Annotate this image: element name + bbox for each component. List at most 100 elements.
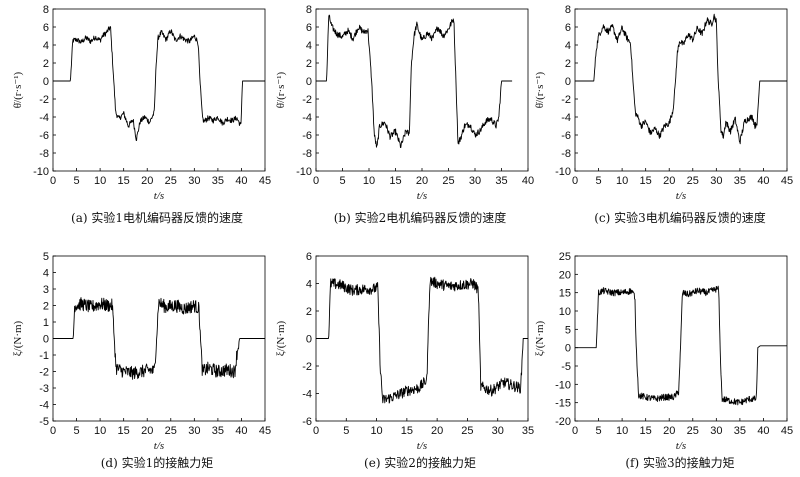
x-tick-label: 0 — [572, 425, 578, 437]
y-tick-label: -10 — [33, 166, 49, 178]
y-tick-label: 4 — [306, 279, 312, 291]
series-line — [52, 297, 266, 380]
chart-caption: (b) 实验2电机编码器反馈的速度 — [334, 210, 507, 225]
y-tick-label: -5 — [39, 416, 49, 428]
y-tick-label: 2 — [43, 58, 49, 70]
series-line — [574, 13, 788, 145]
x-tick-label: 20 — [416, 175, 428, 187]
x-tick-label: 35 — [212, 425, 224, 437]
y-tick-label: 25 — [559, 251, 571, 263]
x-tick-label: 25 — [687, 425, 699, 437]
x-axis-label: t/s — [154, 190, 164, 202]
chart-panel-1: 0 5 10 15 20 25 30 35 40 45 -10 -8 -6 -4 -2 0 2 4 6 8 t/s θ̇/… — [12, 4, 271, 225]
x-tick-label: 20 — [663, 175, 675, 187]
chart-panel-6: 0 5 10 15 20 25 30 35 40 45-20-15-10-50510152025t… — [534, 251, 793, 470]
y-axis-label: ξ/(N·m) — [534, 320, 546, 356]
x-tick-label: 10 — [370, 425, 382, 437]
x-tick-label: 30 — [710, 175, 722, 187]
chart-caption: (d) 实验1的接触力矩 — [101, 455, 214, 470]
y-tick-label: -4 — [302, 112, 312, 124]
x-axis-label: t/s — [676, 440, 686, 452]
y-tick-label: -3 — [39, 383, 49, 395]
y-axis-label: θ̇/(r·s⁻¹) — [12, 71, 24, 108]
x-tick-label: 35 — [522, 425, 534, 437]
x-tick-label: 45 — [259, 425, 271, 437]
x-tick-label: 15 — [640, 425, 652, 437]
y-tick-label: 0 — [306, 76, 312, 88]
y-tick-label: -10 — [555, 379, 571, 391]
y-tick-label: 6 — [306, 22, 312, 34]
y-axis-label: ξ/(N·m) — [12, 320, 24, 356]
y-tick-label: -2 — [561, 94, 571, 106]
y-tick-label: 15 — [559, 288, 571, 300]
plot-frame — [315, 255, 529, 422]
y-tick-label: 6 — [43, 22, 49, 34]
plot-frame — [52, 8, 266, 172]
chart-caption: (a) 实验1电机编码器反馈的速度 — [71, 210, 243, 225]
series-line — [315, 14, 513, 148]
y-tick-label: 8 — [43, 4, 49, 16]
y-tick-label: -10 — [555, 166, 571, 178]
x-tick-label: 40 — [235, 175, 247, 187]
x-tick-label: 40 — [757, 175, 769, 187]
y-tick-label: -1 — [39, 350, 49, 362]
x-tick-label: 15 — [118, 425, 130, 437]
y-tick-label: -2 — [39, 367, 49, 379]
plot-frame — [52, 255, 266, 422]
y-tick-label: -6 — [39, 130, 49, 142]
y-tick-label: 2 — [565, 58, 571, 70]
chart-caption: (e) 实验2的接触力矩 — [364, 455, 476, 470]
x-tick-label: 0 — [313, 175, 319, 187]
x-tick-label: 25 — [165, 175, 177, 187]
x-tick-label: 30 — [492, 425, 504, 437]
y-tick-label: -4 — [302, 389, 312, 401]
x-tick-label: 25 — [461, 425, 473, 437]
x-tick-label: 15 — [389, 175, 401, 187]
x-tick-label: 0 — [50, 425, 56, 437]
chart-panel-2: 0 5 10 15 20 25 30 35 40 -10 -8 -6 -4 -2 0 2 4 6 8 t/s θ̇/(r… — [275, 4, 534, 225]
y-tick-label: -4 — [39, 400, 49, 412]
y-tick-label: 6 — [306, 251, 312, 263]
x-tick-label: 10 — [616, 425, 628, 437]
x-tick-label: 20 — [431, 425, 443, 437]
x-tick-label: 20 — [141, 425, 153, 437]
x-tick-label: 10 — [616, 175, 628, 187]
y-tick-label: 2 — [306, 306, 312, 318]
y-tick-label: 8 — [306, 4, 312, 16]
y-tick-label: -6 — [302, 416, 312, 428]
series-line — [52, 25, 266, 141]
series-line — [574, 285, 788, 406]
x-tick-label: 10 — [94, 425, 106, 437]
x-tick-label: 0 — [572, 175, 578, 187]
y-tick-label: -6 — [302, 130, 312, 142]
x-axis-label: t/s — [154, 440, 164, 452]
y-tick-label: -6 — [561, 130, 571, 142]
x-tick-label: 40 — [235, 425, 247, 437]
x-tick-label: 15 — [401, 425, 413, 437]
chart-caption: (f) 实验3的接触力矩 — [625, 455, 734, 470]
x-tick-label: 35 — [495, 175, 507, 187]
x-tick-label: 0 — [50, 175, 56, 187]
x-axis-label: t/s — [417, 190, 427, 202]
y-tick-label: 4 — [43, 40, 49, 52]
x-tick-label: 5 — [73, 425, 79, 437]
x-tick-label: 5 — [343, 425, 349, 437]
x-tick-label: 25 — [687, 175, 699, 187]
plot-frame — [574, 255, 788, 422]
y-tick-label: -2 — [302, 361, 312, 373]
y-axis-label: θ̇/(r·s⁻¹) — [275, 71, 287, 108]
y-tick-label: -10 — [296, 166, 312, 178]
y-tick-label: 6 — [565, 22, 571, 34]
x-tick-label: 25 — [442, 175, 454, 187]
y-tick-label: 0 — [565, 343, 571, 355]
x-tick-label: 15 — [118, 175, 130, 187]
plot-frame — [574, 8, 788, 172]
x-tick-label: 35 — [734, 175, 746, 187]
y-axis-label: θ̇/(r·s⁻¹) — [534, 71, 546, 108]
y-tick-label: -8 — [39, 148, 49, 160]
x-axis-label: t/s — [417, 440, 427, 452]
x-tick-label: 10 — [94, 175, 106, 187]
y-tick-label: -4 — [39, 112, 49, 124]
y-tick-label: 10 — [559, 306, 571, 318]
